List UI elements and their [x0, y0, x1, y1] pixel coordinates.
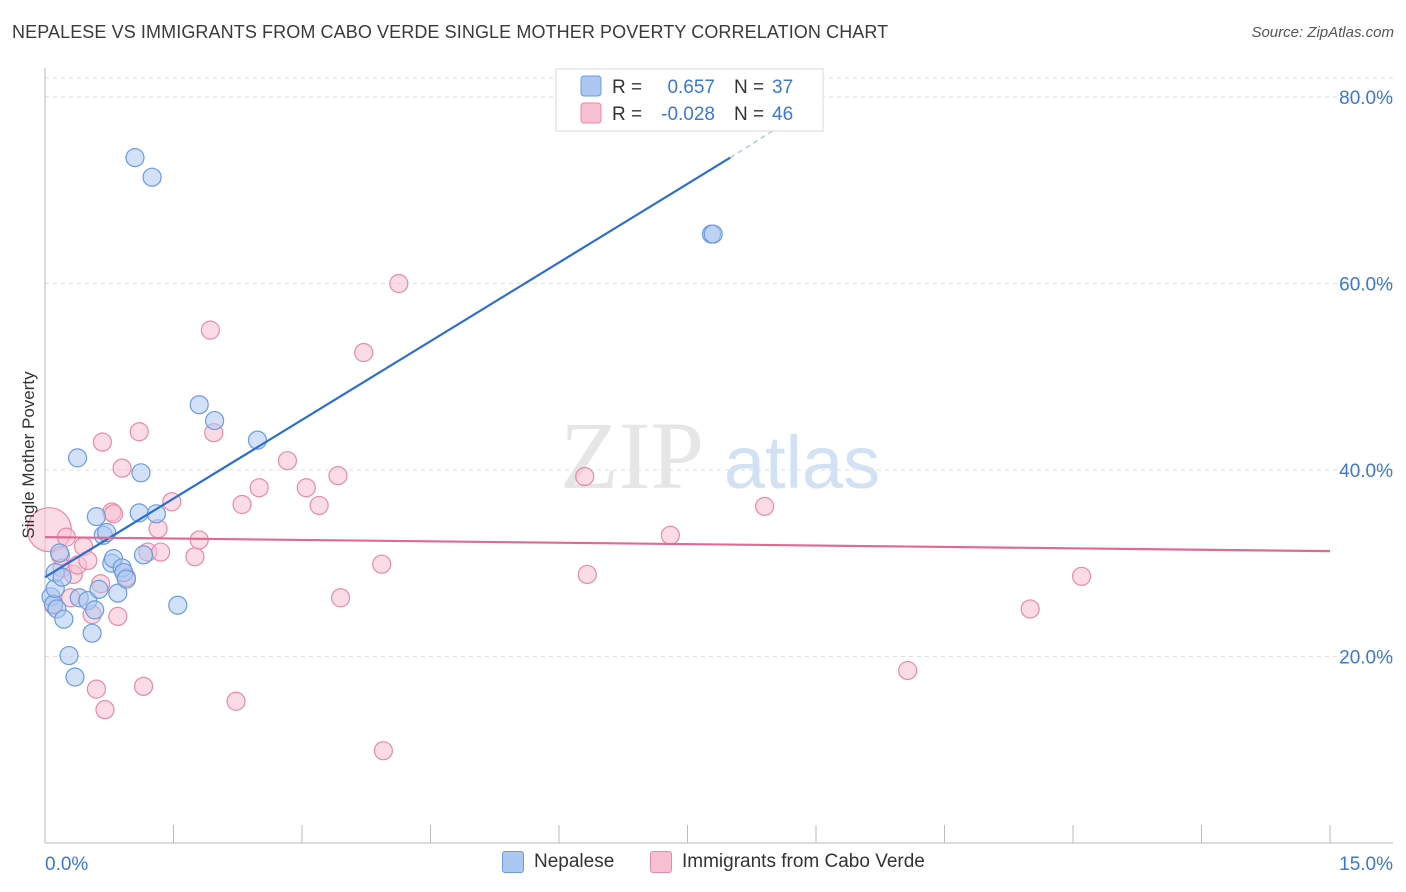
legend-item-cabo-verde[interactable]: Immigrants from Cabo Verde [650, 851, 925, 873]
nepalese-point [108, 583, 128, 603]
legend-r-value: 0.657 [667, 77, 715, 98]
correlation-legend: R = 0.657 N = 37 R = -0.028 N = 46 [555, 68, 824, 132]
nepalese-point [85, 600, 105, 620]
series-legend: Nepalese Immigrants from Cabo Verde [0, 851, 1406, 879]
legend-r-label: R = [612, 77, 642, 98]
axes [44, 68, 1393, 844]
cabo-verde-point [151, 542, 171, 562]
cabo-verde-trendline [44, 536, 1331, 553]
y-axis-label: Single Mother Poverty [19, 371, 38, 539]
cabo-verde-point [108, 606, 128, 627]
cabo-verde-point [389, 273, 409, 294]
nepalese-point [189, 395, 209, 415]
cabo-verde-point [898, 660, 918, 681]
cabo-verde-point [660, 525, 680, 545]
cabo-verde-point [577, 564, 597, 585]
nepalese-point [86, 507, 107, 527]
cabo-verde-point [185, 547, 205, 567]
cabo-verde-point [754, 496, 775, 516]
cabo-verde-point [249, 478, 269, 498]
legend-item-nepalese[interactable]: Nepalese [502, 851, 614, 873]
y-tick-label: 20.0% [1339, 648, 1393, 669]
cabo-verde-point [373, 741, 393, 761]
legend-r-label: R = [612, 104, 642, 125]
legend-swatch-nepalese [502, 851, 524, 873]
cabo-verde-point [95, 700, 115, 720]
nepalese-point [205, 410, 225, 431]
legend-swatch-cabo-verde [650, 851, 672, 873]
cabo-verde-point [1071, 566, 1092, 586]
nepalese-point [54, 609, 74, 629]
cabo-verde-point [575, 466, 595, 487]
nepalese-point [125, 148, 145, 168]
nepalese-point [89, 579, 109, 599]
nepalese-point [116, 569, 136, 589]
legend-r-value: -0.028 [661, 104, 715, 125]
nepalese-point [59, 645, 79, 666]
cabo-verde-point [309, 495, 329, 516]
cabo-verde-point [103, 504, 124, 524]
cabo-verde-point [330, 588, 351, 608]
cabo-verde-point [133, 676, 154, 696]
cabo-verde-point [296, 478, 316, 498]
cabo-verde-point [232, 494, 252, 515]
x-tick-label: 0.0% [45, 854, 88, 875]
cabo-verde-point [328, 465, 348, 486]
cabo-verde-point [372, 554, 392, 574]
legend-label-nepalese: Nepalese [534, 851, 615, 872]
legend-n-label: N = [734, 77, 764, 98]
nepalese-point [65, 667, 85, 687]
nepalese-point [703, 224, 723, 244]
legend-swatch-nepalese [580, 75, 602, 97]
watermark: ZIP atlas [560, 402, 880, 509]
nepalese-point [52, 567, 72, 587]
nepalese-point [82, 623, 102, 643]
y-tick-label: 40.0% [1339, 461, 1393, 482]
nepalese-point [131, 463, 151, 483]
y-tick-label: 60.0% [1339, 275, 1393, 296]
nepalese-point [49, 543, 70, 563]
legend-n-value: 37 [772, 77, 793, 98]
x-tick-label: 15.0% [1339, 854, 1393, 875]
watermark-atlas: atlas [724, 421, 880, 504]
cabo-verde-point [92, 432, 112, 452]
cabo-verde-point [277, 451, 298, 471]
chart-title: NEPALESE VS IMMIGRANTS FROM CABO VERDE S… [12, 22, 889, 42]
legend-label-cabo-verde: Immigrants from Cabo Verde [682, 851, 925, 872]
legend-swatch-cabo-verde [580, 102, 602, 124]
legend-n-label: N = [734, 104, 764, 125]
tick-labels: 20.0% 40.0% 60.0% 80.0% 0.0% 15.0% [45, 88, 1393, 875]
nepalese-trendline [44, 156, 731, 579]
nepalese-point [133, 545, 154, 565]
nepalese-point [142, 167, 162, 187]
nepalese-point [168, 595, 188, 615]
nepalese-point [67, 448, 88, 468]
y-tick-label: 80.0% [1339, 88, 1393, 109]
cabo-verde-point [1020, 599, 1040, 619]
legend-n-value: 46 [772, 104, 793, 125]
cabo-verde-point [226, 691, 246, 711]
cabo-verde-point [86, 679, 107, 699]
cabo-verde-point [129, 422, 149, 442]
cabo-verde-points [26, 273, 1092, 761]
cabo-verde-point [200, 320, 220, 340]
cabo-verde-point [354, 342, 374, 363]
nepalese-points [41, 148, 723, 687]
cabo-verde-point [112, 458, 132, 478]
watermark-zip: ZIP [560, 402, 704, 509]
source-label: Source: ZipAtlas.com [1251, 24, 1394, 41]
